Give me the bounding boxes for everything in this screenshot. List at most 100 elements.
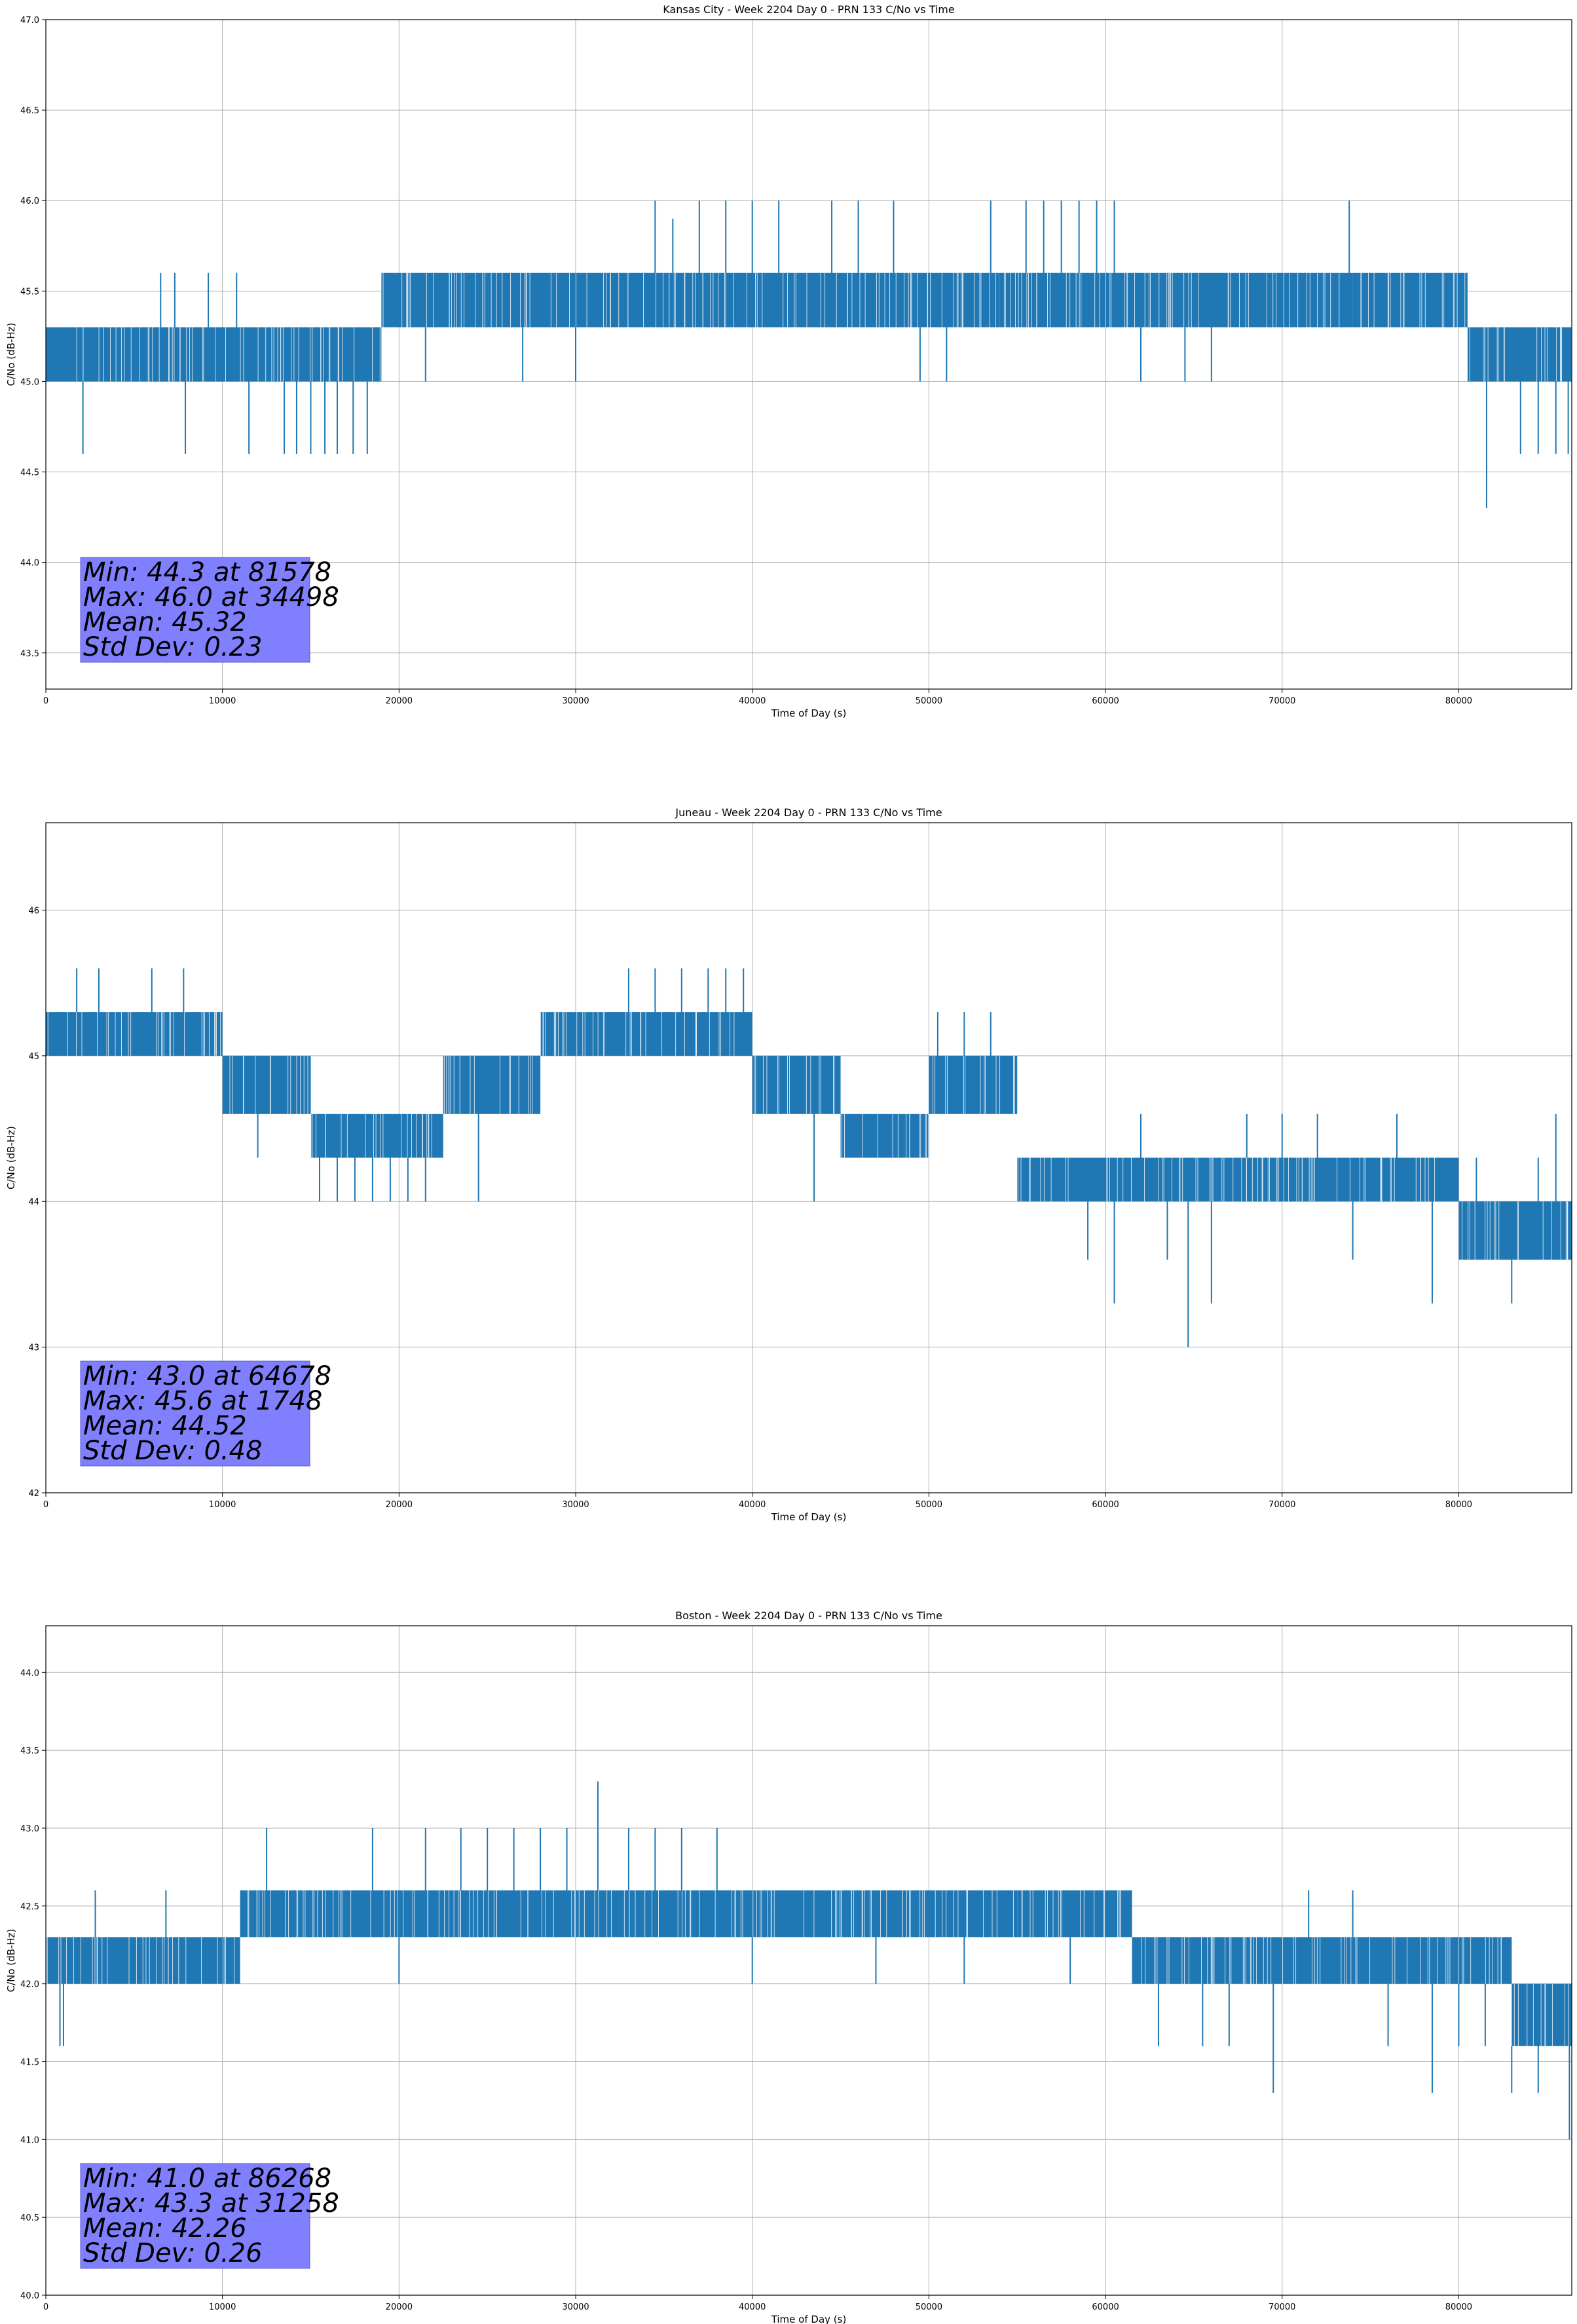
x-axis-label: Time of Day (s)	[771, 707, 847, 719]
data-band-gaps	[1212, 1937, 1502, 1984]
data-band	[310, 1114, 443, 1158]
data-band	[1352, 272, 1468, 328]
y-axis-label: C/No (dB-Hz)	[5, 1126, 17, 1190]
data-band	[752, 1055, 841, 1114]
x-tick-label: 80000	[1445, 1500, 1472, 1510]
data-band-gaps	[1141, 1937, 1212, 1984]
data-band-gaps	[382, 272, 587, 328]
y-tick-label: 43.5	[20, 649, 39, 659]
x-tick-label: 0	[43, 696, 48, 706]
y-tick-label: 45.0	[20, 377, 39, 387]
data-band-gaps	[540, 1012, 735, 1056]
y-tick-label: 41.5	[20, 2057, 39, 2067]
chart-title: Boston - Week 2204 Day 0 - PRN 133 C/No …	[675, 1609, 942, 1622]
y-tick-label: 44.0	[20, 1668, 39, 1678]
x-tick-label: 10000	[209, 1500, 236, 1510]
x-axis-label: Time of Day (s)	[771, 2314, 847, 2324]
stats-line: Std Dev: 0.48	[83, 1436, 263, 1466]
data-band-gaps	[444, 1055, 533, 1114]
chart-panel-0: Kansas City - Week 2204 Day 0 - PRN 133 …	[5, 3, 1572, 719]
data-band-gaps	[310, 1114, 432, 1158]
data-band	[46, 327, 382, 382]
data-band-gaps	[842, 1114, 929, 1158]
x-tick-label: 40000	[739, 696, 766, 706]
x-tick-label: 20000	[386, 2302, 413, 2312]
data-band	[1132, 1937, 1212, 1984]
axes-frame	[45, 822, 1572, 1493]
data-band-gaps	[770, 1890, 1014, 1938]
stats-line: Std Dev: 0.23	[83, 632, 263, 662]
stats-line: Min: 44.3 at 81578	[83, 557, 331, 588]
data-band	[381, 272, 593, 328]
x-tick-label: 80000	[1445, 696, 1472, 706]
series-0	[46, 1781, 1572, 2140]
x-tick-label: 10000	[209, 696, 236, 706]
data-band-gaps	[247, 1890, 768, 1938]
x-tick-label: 70000	[1269, 2302, 1295, 2312]
data-band	[770, 1890, 1018, 1938]
x-tick-label: 0	[43, 2302, 48, 2312]
y-tick-label: 46.5	[20, 106, 39, 116]
data-band-gaps	[47, 1012, 221, 1056]
y-tick-label: 43.5	[20, 1746, 39, 1756]
x-tick-label: 50000	[916, 2302, 942, 2312]
stats-box	[80, 2163, 310, 2269]
x-axis-label: Time of Day (s)	[771, 1511, 847, 1523]
x-tick-label: 30000	[562, 1500, 589, 1510]
x-tick-label: 80000	[1445, 2302, 1472, 2312]
data-band	[593, 272, 1000, 328]
stats-line: Max: 43.3 at 31258	[83, 2188, 339, 2219]
data-band	[540, 1012, 752, 1056]
x-tick-label: 30000	[562, 2302, 589, 2312]
y-tick-label: 45	[28, 1052, 39, 1062]
x-tick-label: 60000	[1092, 1500, 1119, 1510]
data-band	[1467, 327, 1572, 382]
data-band	[999, 272, 1353, 328]
y-tick-label: 42	[28, 1489, 39, 1499]
data-band	[240, 1890, 770, 1938]
stats-box	[80, 1360, 310, 1467]
data-band	[929, 1055, 1018, 1114]
data-band-gaps	[1003, 272, 1340, 328]
stats-line: Max: 46.0 at 34498	[83, 582, 339, 612]
axes-frame	[45, 19, 1572, 690]
data-band-gaps	[933, 1055, 1015, 1114]
data-band	[222, 1055, 311, 1114]
x-tick-label: 50000	[916, 1500, 942, 1510]
data-band	[1017, 1157, 1459, 1202]
y-tick-label: 40.5	[20, 2213, 39, 2223]
y-tick-label: 43	[28, 1343, 39, 1353]
x-tick-label: 60000	[1092, 696, 1119, 706]
x-tick-label: 70000	[1269, 1500, 1295, 1510]
chart-panel-1: Juneau - Week 2204 Day 0 - PRN 133 C/No …	[5, 806, 1572, 1523]
x-tick-label: 30000	[562, 696, 589, 706]
stats-line: Std Dev: 0.26	[83, 2238, 263, 2268]
data-band	[1017, 1890, 1132, 1938]
x-tick-label: 60000	[1092, 2302, 1119, 2312]
x-tick-label: 20000	[386, 1500, 413, 1510]
x-tick-label: 40000	[739, 2302, 766, 2312]
data-band-gaps	[1021, 1890, 1121, 1938]
x-tick-label: 70000	[1269, 696, 1295, 706]
stats-line: Mean: 45.32	[83, 607, 247, 637]
data-band-gaps	[1018, 1157, 1436, 1202]
data-band-gaps	[1513, 1983, 1569, 2046]
stats-line: Min: 41.0 at 86268	[83, 2164, 331, 2194]
y-tick-label: 46.0	[20, 197, 39, 206]
chart-title: Juneau - Week 2204 Day 0 - PRN 133 C/No …	[675, 806, 942, 819]
y-tick-label: 40.0	[20, 2291, 39, 2301]
x-tick-label: 20000	[386, 696, 413, 706]
data-band-gaps	[754, 1055, 835, 1114]
stats-line: Min: 43.0 at 64678	[83, 1361, 331, 1391]
y-tick-label: 42.0	[20, 1980, 39, 1990]
data-band	[1211, 1937, 1512, 1984]
x-tick-label: 50000	[916, 696, 942, 706]
axes-frame	[45, 1625, 1572, 2296]
y-tick-label: 46	[28, 906, 39, 916]
y-axis-label: C/No (dB-Hz)	[5, 1929, 17, 1993]
x-tick-label: 0	[43, 1500, 48, 1510]
y-tick-label: 47.0	[20, 16, 39, 26]
data-band	[1512, 1983, 1572, 2046]
data-band	[46, 1012, 223, 1056]
